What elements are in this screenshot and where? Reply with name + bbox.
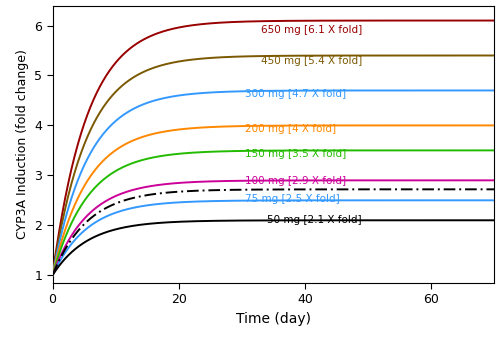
X-axis label: Time (day): Time (day): [236, 312, 311, 326]
Y-axis label: CYP3A Induction (fold change): CYP3A Induction (fold change): [16, 49, 28, 239]
Text: 75 mg [2.5 X fold]: 75 mg [2.5 X fold]: [245, 194, 340, 204]
Text: 150 mg [3.5 X fold]: 150 mg [3.5 X fold]: [245, 149, 346, 159]
Text: 650 mg [6.1 X fold]: 650 mg [6.1 X fold]: [261, 25, 362, 34]
Text: 100 mg [2.9 X fold]: 100 mg [2.9 X fold]: [245, 176, 346, 186]
Text: 200 mg [4 X fold]: 200 mg [4 X fold]: [245, 124, 336, 134]
Text: 300 mg [4.7 X fold]: 300 mg [4.7 X fold]: [245, 90, 346, 99]
Text: 450 mg [5.4 X fold]: 450 mg [5.4 X fold]: [261, 56, 362, 67]
Text: 50 mg [2.1 X fold]: 50 mg [2.1 X fold]: [267, 215, 362, 225]
